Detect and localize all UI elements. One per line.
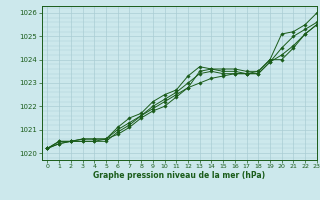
- X-axis label: Graphe pression niveau de la mer (hPa): Graphe pression niveau de la mer (hPa): [93, 171, 265, 180]
